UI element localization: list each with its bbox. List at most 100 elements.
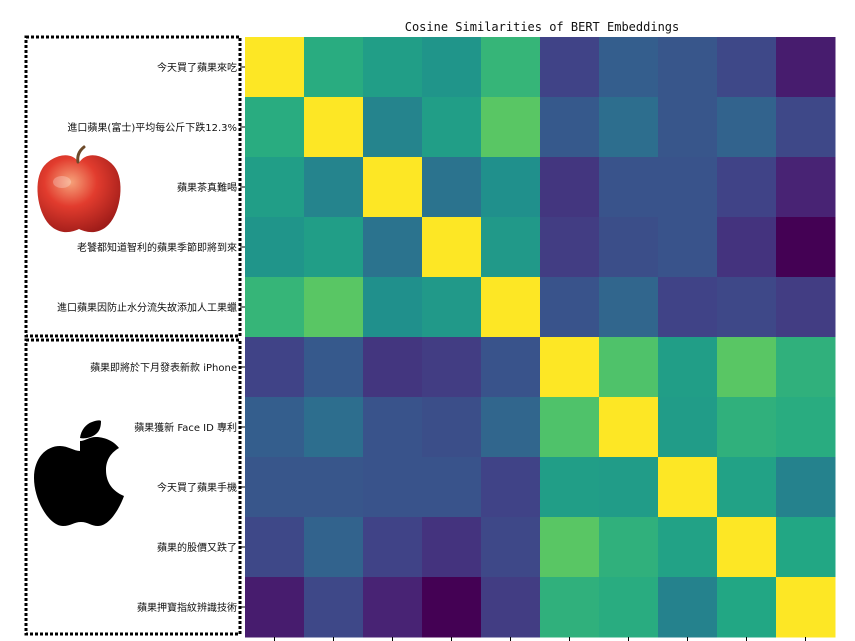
heatmap-cell xyxy=(599,337,659,398)
heatmap-cell xyxy=(245,217,305,278)
heatmap-cell xyxy=(363,457,423,518)
red-apple-fruit-icon xyxy=(37,145,121,233)
heatmap-cell xyxy=(717,37,777,98)
heatmap-cell xyxy=(658,217,718,278)
heatmap-cell xyxy=(245,97,305,158)
heatmap-cell xyxy=(717,337,777,398)
heatmap-cell xyxy=(481,517,541,578)
heatmap-cell xyxy=(599,37,659,98)
heatmap-cell xyxy=(658,97,718,158)
heatmap-cell xyxy=(599,577,659,638)
heatmap-cells xyxy=(245,37,836,638)
row-label: 進口蘋果(富士)平均每公斤下跌12.3% xyxy=(67,121,237,134)
row-label: 進口蘋果因防止水分流失故添加人工果蠟 xyxy=(57,301,237,314)
heatmap-cell xyxy=(776,457,836,518)
heatmap-cell xyxy=(658,337,718,398)
heatmap-cell xyxy=(481,337,541,398)
heatmap-cell xyxy=(776,517,836,578)
heatmap-cell xyxy=(422,217,482,278)
heatmap-cell xyxy=(245,577,305,638)
heatmap-cell xyxy=(304,457,364,518)
heatmap-cell xyxy=(481,277,541,338)
heatmap-cell xyxy=(776,337,836,398)
heatmap-cell xyxy=(245,397,305,458)
heatmap-cell xyxy=(245,37,305,98)
heatmap-cell xyxy=(363,157,423,218)
heatmap-cell xyxy=(717,217,777,278)
heatmap-cell xyxy=(540,37,600,98)
heatmap-cell xyxy=(304,577,364,638)
heatmap-cell xyxy=(245,157,305,218)
heatmap-cell xyxy=(717,577,777,638)
heatmap-cell xyxy=(304,517,364,578)
heatmap-cell xyxy=(422,37,482,98)
heatmap-cell xyxy=(540,397,600,458)
heatmap-cell xyxy=(776,577,836,638)
company-group-box xyxy=(24,338,242,636)
heatmap-cell xyxy=(422,397,482,458)
heatmap-cell xyxy=(717,97,777,158)
heatmap-cell xyxy=(363,517,423,578)
heatmap-cell xyxy=(540,217,600,278)
heatmap-cell xyxy=(422,277,482,338)
heatmap-cell xyxy=(658,577,718,638)
row-label: 蘋果的股價又跌了 xyxy=(157,541,237,554)
heatmap-cell xyxy=(717,517,777,578)
heatmap-cell xyxy=(363,37,423,98)
heatmap-cell xyxy=(717,397,777,458)
heatmap-cell xyxy=(422,577,482,638)
heatmap-cell xyxy=(422,157,482,218)
heatmap-cell xyxy=(717,277,777,338)
heatmap-cell xyxy=(481,97,541,158)
heatmap-cell xyxy=(304,37,364,98)
heatmap-cell xyxy=(481,457,541,518)
heatmap-cell xyxy=(422,337,482,398)
heatmap-cell xyxy=(481,37,541,98)
heatmap-cell xyxy=(481,577,541,638)
heatmap-cell xyxy=(304,277,364,338)
heatmap-cell xyxy=(540,517,600,578)
heatmap-cell xyxy=(481,397,541,458)
heatmap-cell xyxy=(658,277,718,338)
heatmap-cell xyxy=(363,397,423,458)
heatmap-cell xyxy=(540,457,600,518)
heatmap-cell xyxy=(658,37,718,98)
heatmap-cell xyxy=(245,457,305,518)
heatmap-cell xyxy=(599,457,659,518)
row-label: 蘋果茶真難喝 xyxy=(177,181,237,194)
heatmap-cell xyxy=(776,397,836,458)
heatmap-cell xyxy=(776,217,836,278)
heatmap-cell xyxy=(481,217,541,278)
heatmap-cell xyxy=(422,457,482,518)
heatmap-cell xyxy=(422,517,482,578)
heatmap-cell xyxy=(245,277,305,338)
heatmap-cell xyxy=(717,157,777,218)
heatmap-cell xyxy=(540,157,600,218)
heatmap-cell xyxy=(776,157,836,218)
fruit-group-box xyxy=(24,35,242,338)
heatmap-cell xyxy=(658,517,718,578)
heatmap-cell xyxy=(658,157,718,218)
heatmap-cell xyxy=(363,217,423,278)
heatmap-cell xyxy=(304,217,364,278)
heatmap-cell xyxy=(363,277,423,338)
apple-logo-icon xyxy=(34,420,124,526)
heatmap-cell xyxy=(245,517,305,578)
row-label: 今天買了蘋果手機 xyxy=(157,481,237,494)
heatmap-cell xyxy=(717,457,777,518)
heatmap-cell xyxy=(599,397,659,458)
heatmap-cell xyxy=(304,157,364,218)
heatmap-cell xyxy=(658,397,718,458)
heatmap-cell xyxy=(599,517,659,578)
heatmap-cell xyxy=(481,157,541,218)
heatmap-cell xyxy=(540,577,600,638)
heatmap-cell xyxy=(245,337,305,398)
row-label: 老饕都知道智利的蘋果季節即將到來 xyxy=(77,241,237,254)
heatmap-cell xyxy=(540,97,600,158)
row-label: 今天買了蘋果來吃 xyxy=(157,61,237,74)
heatmap-cell xyxy=(363,337,423,398)
row-label: 蘋果即將於下月發表新款 iPhone xyxy=(90,361,237,374)
heatmap-cell xyxy=(304,97,364,158)
